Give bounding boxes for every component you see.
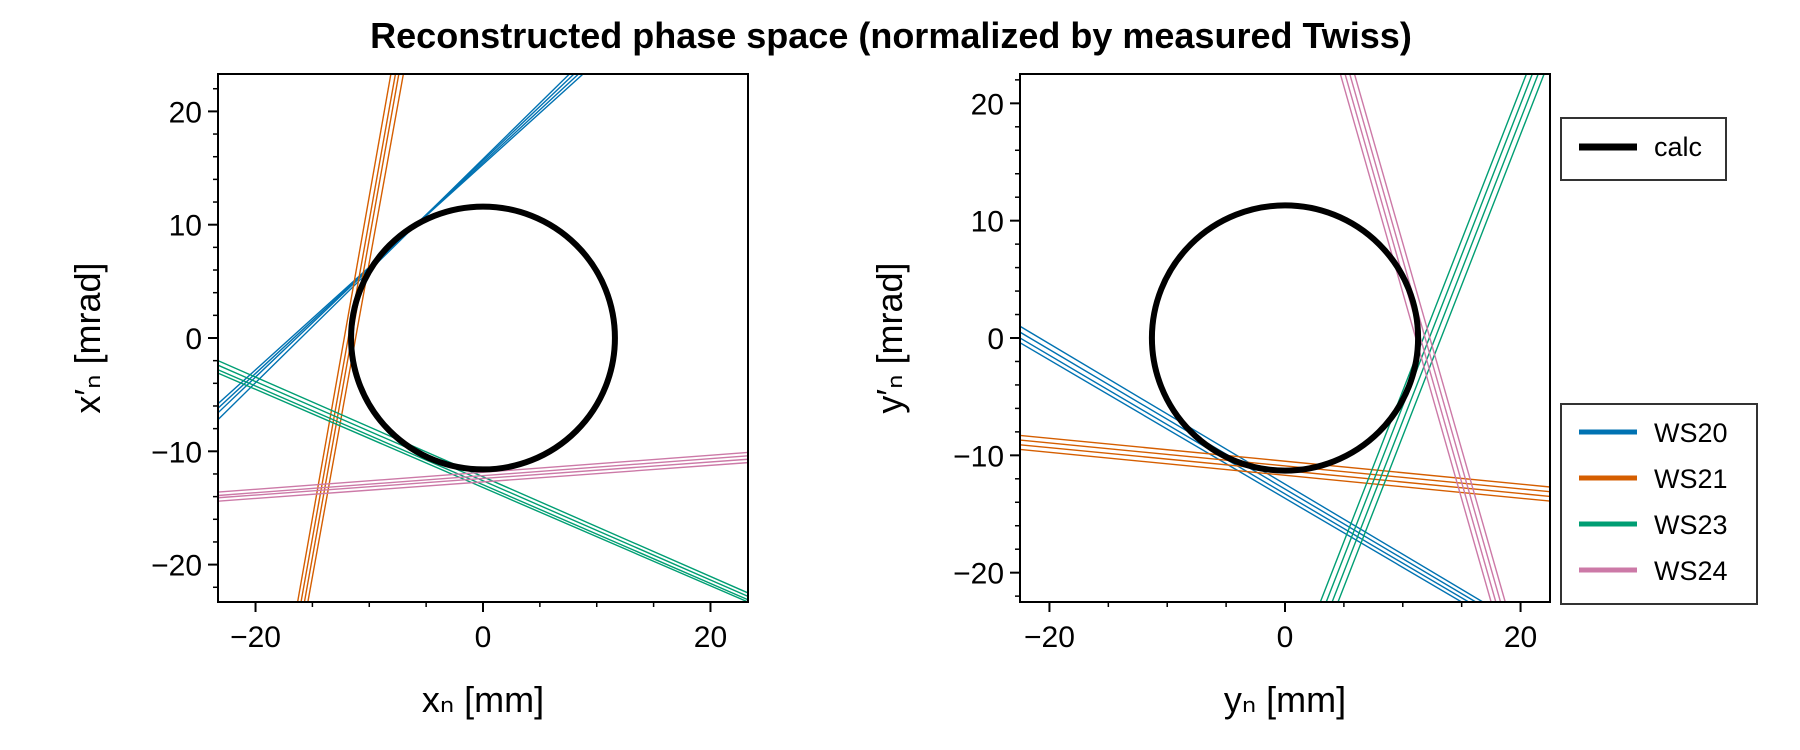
y-tick-label: 0 [987,323,1004,356]
ws23-line-0 [218,360,748,594]
x-tick-label: 20 [1504,621,1537,654]
y-tick-label: −10 [151,436,202,469]
x-tick-label: −20 [230,621,281,654]
plot-frame-y [1019,73,1551,603]
legend-ws23-label: WS23 [1654,510,1728,540]
ws20-line-2 [1020,337,1470,602]
ticks-y: −20 0 20 −20 −10 0 10 20 [953,79,1537,654]
ws23-line-0 [1319,74,1528,602]
x-axis-label-y: yₙ [mm] [1224,679,1346,720]
legend-calc-label: calc [1654,132,1702,162]
ws21-line-0 [1020,434,1550,488]
y-tick-label: 20 [169,96,202,129]
ws24-line-3 [218,461,748,502]
calc-circle [348,203,618,473]
y-tick-label: −20 [953,558,1004,591]
legend-ws24-label: WS24 [1654,556,1728,586]
ws21-line-0 [296,74,392,602]
legend-wire-scanners: WS20 WS21 WS23 WS24 [1560,403,1758,605]
plot-area-x [218,74,748,602]
plot-area-y [1020,74,1550,602]
y-tick-label: 0 [185,323,202,356]
y-axis-label-x: x′ₙ [mrad] [67,262,108,413]
ws23-line-2 [1331,74,1539,602]
y-tick-label: 10 [971,206,1004,239]
legend-ws21-label: WS21 [1654,464,1728,494]
ws23-line-1 [218,364,748,597]
phase-space-panel-y: −20 0 20 −20 −10 0 10 20 yₙ [mm] y′ₙ [mrad] [869,73,1551,720]
ws24-line-1 [218,455,748,497]
ws23-line-2 [218,369,748,601]
x-tick-label: 20 [694,621,727,654]
x-tick-label: 0 [1277,621,1294,654]
x-axis-label-x: xₙ [mm] [422,679,544,720]
ws20-line-3 [1020,342,1463,602]
x-tick-label: −20 [1024,621,1075,654]
calc-circle [1148,202,1422,474]
legend-calc: calc [1560,117,1727,181]
y-tick-label: 20 [971,88,1004,121]
legend-ws20-label: WS20 [1654,418,1728,448]
figure-title: Reconstructed phase space (normalized by… [370,15,1412,56]
y-axis-label-y: y′ₙ [mrad] [869,262,910,413]
ws21-line-3 [307,74,405,602]
ticks-x: −20 0 20 −20 −10 0 10 20 [151,87,727,654]
ws20-line-0 [218,74,570,421]
ws21-line-3 [1020,448,1550,502]
y-tick-label: −20 [151,550,202,583]
ws24-line-2 [1349,74,1502,602]
ws24-line-2 [218,458,748,499]
y-tick-label: −10 [953,440,1004,473]
y-tick-label: 10 [169,210,202,243]
phase-space-panel-x: −20 0 20 −20 −10 0 10 20 xₙ [mm] x′ₙ [mrad] [67,73,749,720]
x-tick-label: 0 [475,621,492,654]
ws23-line-3 [1337,74,1545,602]
ws23-line-3 [218,372,748,602]
ws24-line-3 [1353,74,1506,602]
